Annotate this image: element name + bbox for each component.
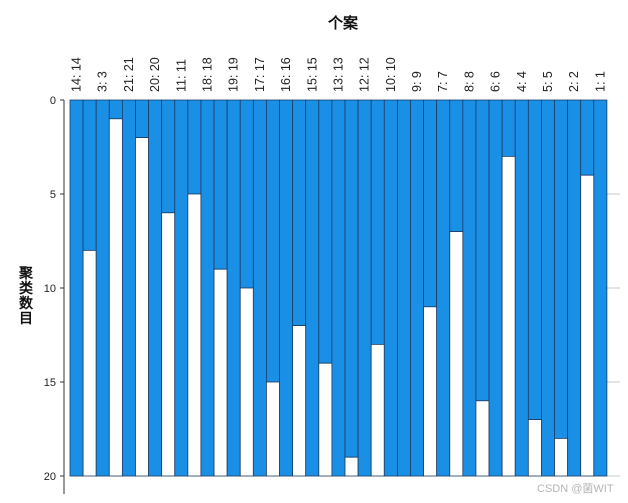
gap-bar [527,99,542,421]
case-label: 7: 7 [436,71,450,92]
case-label: 6: 6 [489,71,503,92]
gap-blank [213,268,228,477]
case-label: 14: 14 [70,57,84,92]
gap-bar [266,99,280,383]
case-bar [95,99,110,477]
case-bar [69,99,84,477]
y-axis-label-char: 数 [19,295,34,312]
gap-blank [475,400,490,477]
gap-bar [135,99,149,138]
case-label: 17: 17 [253,57,267,92]
gap-bar [554,99,569,439]
gap-blank [82,249,97,477]
y-axis-label-char: 目 [19,311,33,327]
case-bar [252,99,267,477]
case-bar [226,99,241,477]
gap-blank [108,118,123,477]
gap-bar [344,99,359,458]
case-bar [436,99,451,477]
case-label: 8: 8 [462,71,476,92]
gap-bar [187,99,202,195]
gap-blank [318,362,333,477]
y-tick-label: 20 [44,471,56,483]
case-bar [567,99,582,477]
gap-blank [527,419,542,477]
case-label: 9: 9 [410,71,424,92]
case-label: 1: 1 [593,71,607,92]
gap-blank [580,174,595,477]
y-axis: 0 5 10 15 20 [44,95,65,494]
case-bar [410,99,424,477]
case-bar [331,99,346,477]
gap-bar [396,99,411,477]
case-labels: 14: 14 3: 3 21: 21 20: 20 11: 11 18: 18 19: 19… [70,57,608,92]
y-axis-label-char: 聚 [18,266,34,282]
gap-blank [266,381,280,477]
gap-blank [449,231,464,477]
chart-title: 个案 [327,14,359,32]
y-tick-label: 5 [50,189,56,201]
case-bar [148,99,163,477]
gap-bar [318,99,333,364]
bar-group [69,99,608,477]
gap-blank [423,306,438,477]
gap-blank [135,137,149,477]
case-bar [488,99,503,477]
gap-bar [292,99,307,327]
y-tick-label: 15 [44,377,56,389]
case-bar [514,99,529,477]
case-bar [200,99,215,477]
case-bar [541,99,555,477]
case-label: 15: 15 [305,57,319,92]
gap-bar [213,99,228,270]
case-label: 12: 12 [358,57,372,92]
gap-bar [82,99,97,251]
case-bar [279,99,294,477]
case-label: 11: 11 [174,59,188,92]
case-bar [121,99,136,477]
gap-bar [239,99,254,289]
y-tick-label: 10 [44,283,56,295]
gap-bar [501,99,516,157]
case-label: 21: 21 [122,57,136,92]
case-label: 3: 3 [96,71,110,92]
case-label: 19: 19 [227,57,241,92]
gap-bar [475,99,490,402]
case-label: 16: 16 [279,57,293,92]
case-bar [174,99,189,477]
case-label: 10: 10 [384,57,398,92]
watermark: CSDN @菌WIT [537,482,614,495]
case-bar [593,99,608,477]
case-label: 4: 4 [515,71,529,92]
gap-bar [161,99,176,214]
case-bar [462,99,477,477]
gap-bar [423,99,438,308]
gap-blank [161,212,176,477]
gap-blank [501,155,516,477]
gap-bar [449,99,464,233]
gap-blank [344,456,359,477]
gap-bar [370,99,385,345]
y-axis-label-char: 类 [19,280,34,297]
case-label: 5: 5 [541,71,555,92]
case-label: 2: 2 [567,71,581,92]
gap-bar [580,99,595,176]
gap-blank [292,325,307,477]
case-label: 20: 20 [148,57,162,92]
gap-blank [554,437,569,477]
case-bar [305,99,320,477]
case-label: 18: 18 [201,57,215,92]
case-bar [357,99,372,477]
gap-bar [108,99,123,120]
case-bar [383,99,398,477]
gap-blank [187,193,202,477]
y-tick-label: 0 [50,95,56,107]
gap-blank [239,287,254,477]
gap-blank [370,343,385,477]
case-label: 13: 13 [331,57,345,92]
